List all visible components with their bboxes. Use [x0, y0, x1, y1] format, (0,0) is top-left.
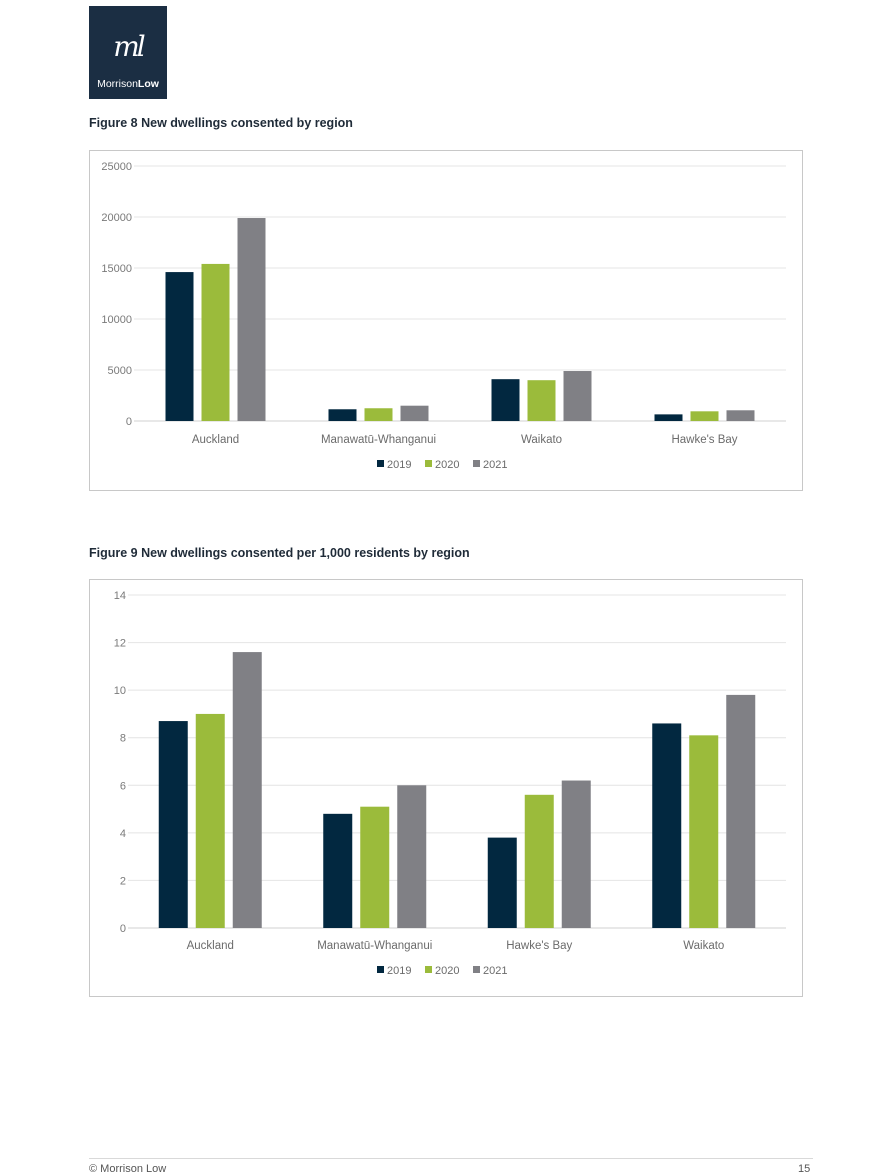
bar-2020-1 [360, 806, 390, 928]
x-category-label: Auckland [187, 940, 234, 952]
x-category-label: Manawatū-Whanganui [317, 940, 432, 952]
bar-2020-3 [689, 735, 719, 928]
bar-2020-0 [195, 713, 225, 928]
legend-label-2020: 2020 [435, 459, 459, 471]
y-tick-label: 10000 [101, 314, 132, 326]
bar-2019-1 [323, 813, 353, 928]
figure-8-title: Figure 8 New dwellings consented by regi… [89, 116, 353, 130]
bar-2021-3 [726, 410, 755, 421]
figure-9-title: Figure 9 New dwellings consented per 1,0… [89, 546, 470, 560]
figure-8-chart: 0 5000 10000 15000 20000 25000 Auckland Manawat… [89, 150, 803, 491]
bar-2019-1 [328, 409, 357, 421]
bar-2020-1 [364, 408, 393, 421]
y-tick-label: 12 [114, 638, 126, 650]
figure-9-chart: 0 2 4 6 8 10 12 14 Auckland Manawatū-Whanganui Haw… [89, 579, 803, 997]
figure-8-svg: 0 5000 10000 15000 20000 25000 Auckland Manawat… [101, 161, 786, 471]
bar-2020-0 [201, 263, 230, 421]
x-category-label: Hawke's Bay [506, 940, 572, 952]
morrison-low-logo: ml MorrisonLow [89, 6, 167, 99]
y-tick-label: 4 [120, 828, 126, 840]
bar-2020-2 [524, 794, 554, 928]
x-category-label: Waikato [521, 434, 562, 446]
y-tick-label: 6 [120, 780, 126, 792]
legend-swatch-2021 [473, 966, 480, 973]
y-tick-label: 0 [126, 416, 132, 428]
logo-mark: ml [113, 30, 146, 63]
x-category-label: Auckland [192, 434, 239, 446]
footer-copyright: © Morrison Low [89, 1163, 167, 1175]
bar-2019-3 [652, 723, 682, 928]
y-tick-label: 15000 [101, 263, 132, 275]
legend-label-2020: 2020 [435, 965, 459, 977]
bar-2020-3 [690, 411, 719, 421]
y-tick-label: 5000 [108, 365, 132, 377]
footer-page-number: 15 [798, 1163, 811, 1175]
legend-label-2019: 2019 [387, 965, 411, 977]
bar-2020-2 [527, 380, 556, 421]
legend-label-2019: 2019 [387, 459, 411, 471]
legend-swatch-2020 [425, 460, 432, 467]
bar-2021-3 [726, 694, 756, 928]
legend-swatch-2021 [473, 460, 480, 467]
legend-label-2021: 2021 [483, 965, 507, 977]
logo-wordmark: MorrisonLow [97, 78, 159, 90]
bar-2021-2 [561, 780, 591, 928]
y-tick-label: 14 [114, 590, 126, 602]
bar-2021-1 [397, 785, 427, 928]
y-tick-label: 25000 [101, 161, 132, 173]
x-category-label: Hawke's Bay [671, 434, 737, 446]
legend-swatch-2020 [425, 966, 432, 973]
x-category-label: Manawatū-Whanganui [321, 434, 436, 446]
bar-2021-0 [237, 218, 266, 421]
y-tick-label: 20000 [101, 212, 132, 224]
y-tick-label: 2 [120, 875, 126, 887]
footer-divider [89, 1158, 813, 1159]
x-category-label: Waikato [683, 940, 724, 952]
bar-2019-2 [491, 379, 520, 421]
bar-2019-0 [165, 272, 194, 421]
y-tick-label: 0 [120, 923, 126, 935]
bar-2021-1 [400, 405, 429, 421]
y-tick-label: 8 [120, 733, 126, 745]
bar-2021-0 [232, 652, 262, 928]
y-tick-label: 10 [114, 685, 126, 697]
bar-2021-2 [563, 371, 592, 421]
bar-2019-3 [654, 414, 683, 421]
legend-swatch-2019 [377, 966, 384, 973]
legend-swatch-2019 [377, 460, 384, 467]
bar-2019-2 [487, 837, 517, 928]
legend-label-2021: 2021 [483, 459, 507, 471]
figure-9-svg: 0 2 4 6 8 10 12 14 Auckland Manawatū-Whanganui Haw… [114, 590, 786, 977]
bar-2019-0 [158, 721, 188, 928]
